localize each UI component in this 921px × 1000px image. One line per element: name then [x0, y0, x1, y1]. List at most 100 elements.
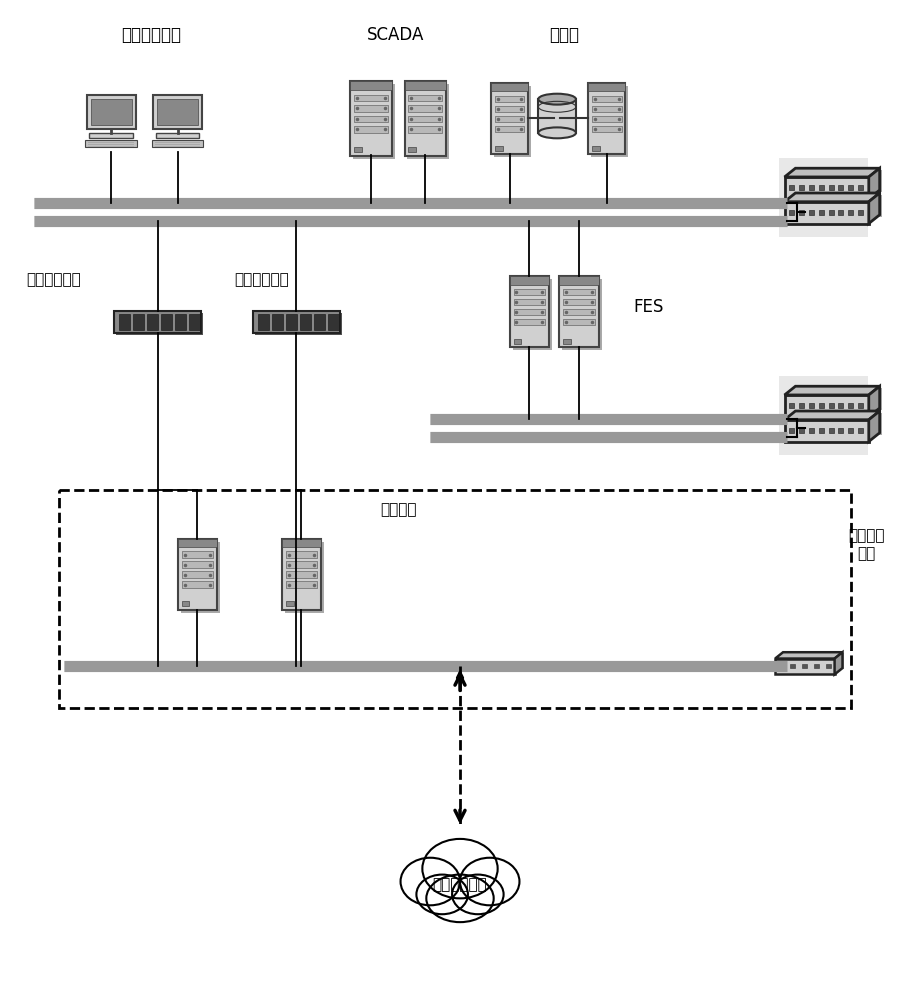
FancyBboxPatch shape	[829, 403, 834, 408]
Text: SCADA: SCADA	[367, 26, 425, 44]
FancyBboxPatch shape	[116, 313, 204, 335]
FancyBboxPatch shape	[119, 314, 130, 330]
FancyBboxPatch shape	[778, 664, 784, 668]
FancyBboxPatch shape	[838, 185, 844, 190]
FancyBboxPatch shape	[354, 116, 388, 122]
FancyBboxPatch shape	[350, 81, 391, 90]
FancyBboxPatch shape	[848, 185, 853, 190]
FancyBboxPatch shape	[181, 571, 214, 578]
FancyBboxPatch shape	[286, 571, 318, 578]
FancyBboxPatch shape	[819, 428, 823, 433]
FancyBboxPatch shape	[88, 146, 134, 147]
Polygon shape	[775, 659, 834, 674]
FancyBboxPatch shape	[765, 639, 834, 693]
FancyBboxPatch shape	[90, 99, 132, 125]
FancyBboxPatch shape	[409, 147, 416, 152]
FancyBboxPatch shape	[404, 81, 446, 156]
FancyBboxPatch shape	[153, 95, 202, 129]
FancyBboxPatch shape	[509, 276, 549, 347]
FancyBboxPatch shape	[354, 126, 388, 133]
FancyBboxPatch shape	[826, 664, 831, 668]
FancyBboxPatch shape	[114, 311, 202, 333]
FancyBboxPatch shape	[253, 311, 340, 333]
FancyBboxPatch shape	[328, 314, 339, 330]
Polygon shape	[785, 168, 880, 177]
FancyBboxPatch shape	[282, 539, 321, 610]
FancyBboxPatch shape	[829, 210, 834, 215]
FancyBboxPatch shape	[857, 185, 863, 190]
FancyBboxPatch shape	[175, 314, 186, 330]
Polygon shape	[834, 652, 843, 674]
FancyBboxPatch shape	[790, 664, 796, 668]
FancyBboxPatch shape	[819, 403, 823, 408]
Polygon shape	[869, 168, 880, 199]
FancyBboxPatch shape	[829, 428, 834, 433]
FancyBboxPatch shape	[409, 105, 442, 112]
FancyBboxPatch shape	[155, 142, 201, 143]
FancyBboxPatch shape	[838, 428, 844, 433]
FancyBboxPatch shape	[538, 99, 576, 133]
FancyBboxPatch shape	[798, 388, 881, 410]
Text: 反向隔离装置: 反向隔离装置	[234, 273, 289, 288]
Polygon shape	[785, 177, 869, 199]
FancyBboxPatch shape	[354, 147, 362, 152]
FancyBboxPatch shape	[802, 664, 808, 668]
FancyBboxPatch shape	[161, 314, 172, 330]
FancyBboxPatch shape	[514, 309, 545, 315]
Ellipse shape	[401, 858, 460, 905]
FancyBboxPatch shape	[592, 126, 622, 132]
Polygon shape	[869, 411, 880, 442]
FancyBboxPatch shape	[799, 210, 804, 215]
FancyBboxPatch shape	[407, 84, 449, 159]
Polygon shape	[775, 652, 843, 659]
FancyBboxPatch shape	[350, 81, 391, 156]
Text: 数据库: 数据库	[549, 26, 579, 44]
Ellipse shape	[538, 127, 576, 138]
FancyBboxPatch shape	[87, 95, 135, 129]
FancyBboxPatch shape	[178, 539, 217, 547]
FancyBboxPatch shape	[255, 313, 342, 335]
FancyBboxPatch shape	[285, 542, 324, 613]
Polygon shape	[869, 193, 880, 224]
FancyBboxPatch shape	[779, 158, 869, 237]
FancyBboxPatch shape	[512, 279, 553, 350]
FancyBboxPatch shape	[809, 428, 814, 433]
FancyBboxPatch shape	[799, 185, 804, 190]
Ellipse shape	[423, 839, 497, 898]
FancyBboxPatch shape	[152, 140, 204, 147]
FancyBboxPatch shape	[353, 84, 394, 159]
Ellipse shape	[452, 875, 504, 914]
FancyBboxPatch shape	[559, 276, 599, 347]
FancyBboxPatch shape	[286, 551, 318, 558]
FancyBboxPatch shape	[354, 95, 388, 101]
FancyBboxPatch shape	[155, 146, 201, 147]
FancyBboxPatch shape	[282, 539, 321, 547]
FancyBboxPatch shape	[495, 146, 503, 151]
Text: 公网前置: 公网前置	[380, 502, 417, 517]
Ellipse shape	[416, 875, 468, 914]
FancyBboxPatch shape	[848, 403, 853, 408]
FancyBboxPatch shape	[563, 289, 595, 295]
FancyBboxPatch shape	[784, 653, 844, 669]
FancyBboxPatch shape	[798, 195, 881, 217]
Polygon shape	[785, 420, 869, 442]
FancyBboxPatch shape	[838, 403, 844, 408]
FancyBboxPatch shape	[789, 428, 795, 433]
FancyBboxPatch shape	[286, 314, 297, 330]
Polygon shape	[785, 395, 869, 417]
FancyBboxPatch shape	[354, 105, 388, 112]
FancyBboxPatch shape	[181, 551, 214, 558]
FancyBboxPatch shape	[495, 106, 524, 112]
Ellipse shape	[426, 875, 494, 922]
FancyBboxPatch shape	[819, 210, 823, 215]
Polygon shape	[869, 386, 880, 417]
FancyBboxPatch shape	[147, 314, 158, 330]
FancyBboxPatch shape	[157, 99, 198, 125]
FancyBboxPatch shape	[491, 83, 529, 91]
Text: 故障定位装置: 故障定位装置	[433, 877, 487, 892]
FancyBboxPatch shape	[857, 210, 863, 215]
FancyBboxPatch shape	[514, 319, 545, 325]
FancyBboxPatch shape	[789, 210, 795, 215]
FancyBboxPatch shape	[59, 490, 851, 708]
FancyBboxPatch shape	[563, 319, 595, 325]
